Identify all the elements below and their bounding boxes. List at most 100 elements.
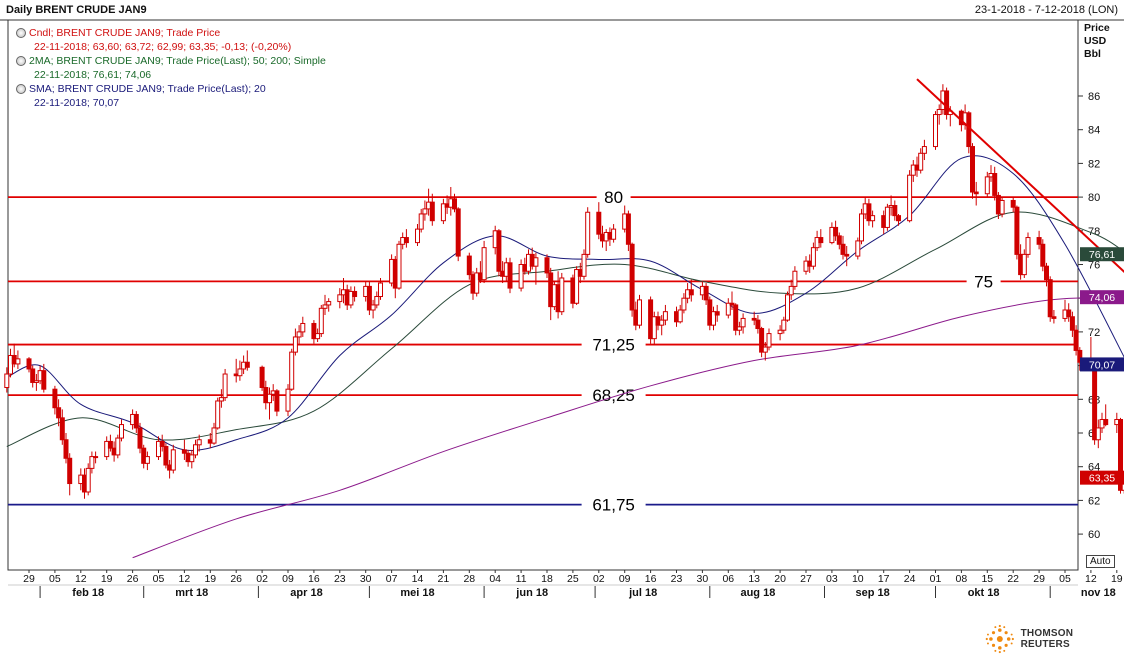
candle-body (703, 285, 709, 301)
level-label: 71,25 (592, 336, 635, 355)
candle-body (1066, 309, 1072, 318)
candle-body (322, 304, 328, 309)
thomson-reuters-logo-icon (985, 624, 1014, 654)
legend-settings-icon[interactable] (16, 84, 26, 94)
candle-body (378, 282, 383, 298)
x-axis-day-label: 12 (1085, 573, 1097, 585)
candle-body (59, 417, 65, 441)
candle-body (611, 228, 617, 240)
candle-body (352, 290, 358, 298)
candle-body (681, 297, 687, 311)
candle-body (196, 439, 202, 446)
candle-body (781, 319, 787, 331)
candle-body (218, 397, 224, 402)
x-axis-day-label: 05 (1059, 573, 1071, 585)
candle-body (370, 304, 376, 311)
auto-scale-button[interactable]: Auto (1086, 555, 1115, 568)
x-axis-month-label: aug 18 (740, 587, 775, 599)
x-axis-day-label: 15 (981, 573, 993, 585)
y-axis-tick-label: 60 (1088, 529, 1100, 541)
candle-body (326, 301, 332, 306)
candle-body (193, 444, 198, 456)
candle-body (859, 213, 864, 242)
x-axis-day-label: 10 (852, 573, 864, 585)
x-axis-day-label: 12 (179, 573, 191, 585)
candle-body (1103, 419, 1109, 426)
candle-body (163, 445, 169, 466)
candle-body (736, 326, 742, 331)
candle-body (337, 294, 343, 303)
candle-body (585, 211, 591, 255)
candle-body (215, 400, 221, 429)
value-badge (1080, 247, 1124, 262)
candle-body (422, 208, 428, 215)
x-axis-day-label: 24 (904, 573, 916, 585)
candle-body (729, 302, 735, 306)
level-label-background (581, 494, 646, 515)
candle-body (159, 440, 165, 447)
candle-body (1069, 316, 1075, 331)
candle-body (833, 226, 839, 237)
legend-sma-line1: SMA; BRENT CRUDE JAN9; Trade Price(Last)… (29, 83, 266, 95)
candle-body (973, 191, 979, 195)
candle-body (26, 358, 32, 370)
x-axis-day-label: 07 (386, 573, 398, 585)
candle-body (725, 302, 731, 316)
candle-body (67, 457, 73, 485)
candle-body (810, 247, 816, 267)
candle-body (1118, 419, 1123, 491)
x-axis-month-label: nov 18 (1081, 587, 1116, 599)
legend-item-sma[interactable]: SMA; BRENT CRUDE JAN9; Trade Price(Last)… (16, 82, 326, 96)
candle-body (762, 346, 768, 353)
candle-body (318, 307, 324, 335)
x-axis-day-label: 26 (230, 573, 242, 585)
candle-body (170, 449, 176, 471)
x-axis-day-label: 05 (153, 573, 165, 585)
x-axis-month-label: apr 18 (290, 587, 322, 599)
level-label-background (596, 187, 631, 208)
value-badge-label: 70,07 (1089, 359, 1115, 371)
x-axis-day-label: 23 (671, 573, 683, 585)
candle-body (785, 294, 790, 321)
x-axis-day-label: 16 (645, 573, 657, 585)
candle-body (1010, 199, 1016, 208)
y-axis-tick-label: 86 (1088, 91, 1100, 103)
legend-item-2ma[interactable]: 2MA; BRENT CRUDE JAN9; Trade Price(Last)… (16, 54, 326, 68)
legend-candle-line1: Cndl; BRENT CRUDE JAN9; Trade Price (29, 27, 221, 39)
x-axis-day-label: 29 (23, 573, 35, 585)
candle-body (944, 90, 950, 116)
candle-body (274, 390, 280, 412)
thomson-reuters-logo: THOMSON REUTERS (985, 624, 1124, 654)
candle-body (714, 311, 720, 316)
legend-2ma-line1: 2MA; BRENT CRUDE JAN9; Trade Price(Last)… (29, 55, 326, 67)
x-axis-day-label: 27 (800, 573, 812, 585)
candle-body (518, 264, 524, 289)
candle-body (119, 424, 124, 439)
candle-body (933, 114, 938, 148)
x-axis-day-label: 04 (489, 573, 501, 585)
legend-item-candle[interactable]: Cndl; BRENT CRUDE JAN9; Trade Price (16, 26, 326, 40)
candle-body (4, 373, 10, 389)
candle-body (466, 255, 472, 276)
x-axis-day-label: 09 (619, 573, 631, 585)
value-badge (1080, 470, 1124, 485)
candle-body (936, 108, 942, 116)
x-axis-day-label: 14 (412, 573, 424, 585)
legend-settings-icon[interactable] (16, 28, 26, 38)
legend: Cndl; BRENT CRUDE JAN9; Trade Price 22-1… (16, 26, 326, 110)
candle-body (285, 388, 291, 412)
candle-body (1051, 316, 1057, 319)
unit-line-price: Price (1084, 22, 1110, 34)
legend-settings-icon[interactable] (16, 56, 26, 66)
candle-body (918, 152, 924, 171)
candle-body (574, 269, 580, 304)
x-axis-month-label: mei 18 (400, 587, 434, 599)
candle-body (1095, 427, 1101, 441)
legend-candle-line2: 22-11-2018; 63,60; 63,72; 62,99; 63,35; … (34, 41, 292, 53)
x-axis-day-label: 17 (878, 573, 890, 585)
candle-body (474, 272, 480, 294)
x-axis-day-label: 03 (826, 573, 838, 585)
candle-body (1044, 265, 1049, 281)
candle-body (181, 449, 187, 454)
